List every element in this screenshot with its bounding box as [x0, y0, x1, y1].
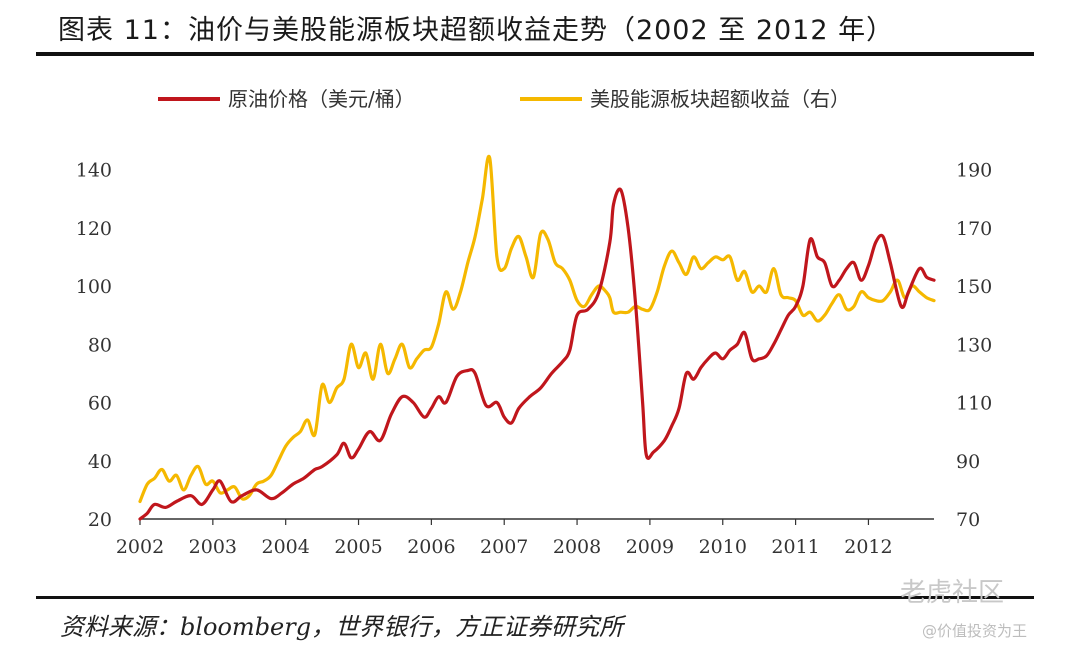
- series-group: [138, 154, 936, 521]
- y-left-tick-label: 40: [88, 451, 112, 473]
- y-right-tick-label: 110: [956, 393, 992, 415]
- watermark-user: @价值投资为王: [922, 622, 1028, 640]
- x-tick-label: 2011: [771, 536, 819, 558]
- x-tick-label: 2010: [699, 536, 747, 558]
- y-right-tick-label: 150: [956, 276, 992, 298]
- x-tick-label: 2002: [116, 536, 164, 558]
- y-left-tick-label: 100: [76, 276, 112, 298]
- source-rule: [36, 596, 1034, 599]
- series-line-oil: [138, 187, 936, 521]
- y-left-tick-label: 80: [88, 334, 112, 356]
- x-tick-label: 2006: [407, 536, 455, 558]
- chart-canvas: 原油价格（美元/桶） 美股能源板块超额收益（右） 2002 2003 2004 200…: [76, 87, 993, 558]
- title-rule: [36, 52, 1034, 56]
- axes: 2002 2003 2004 2005 2006 2007 2008 2009 2010 2011…: [76, 160, 993, 558]
- y-left-tick-label: 140: [76, 160, 112, 182]
- x-tick-label: 2012: [844, 536, 892, 558]
- legend-label-energy: 美股能源板块超额收益（右）: [590, 87, 850, 111]
- legend: 原油价格（美元/桶） 美股能源板块超额收益（右）: [158, 87, 850, 111]
- y-right-tick-label: 90: [956, 451, 980, 473]
- y-left-tick-label: 60: [88, 393, 112, 415]
- x-tick-label: 2007: [480, 536, 528, 558]
- x-tick-label: 2008: [553, 536, 601, 558]
- source-note: 资料来源：bloomberg，世界银行，方正证券研究所: [60, 613, 624, 641]
- y-right-tick-label: 170: [956, 218, 992, 240]
- x-tick-label: 2009: [626, 536, 674, 558]
- y-left-tick-label: 20: [88, 509, 112, 531]
- y-right-tick-label: 130: [956, 334, 992, 356]
- x-tick-label: 2005: [334, 536, 382, 558]
- y-right-tick-label: 190: [956, 160, 992, 182]
- watermark-logo: 老虎社区: [900, 578, 1005, 608]
- x-tick-label: 2004: [262, 536, 310, 558]
- x-tick-label: 2003: [189, 536, 237, 558]
- y-right-tick-label: 70: [956, 509, 980, 531]
- series-line-energy: [138, 154, 936, 504]
- page-title: 图表 11：油价与美股能源板块超额收益走势（2002 至 2012 年）: [58, 15, 895, 46]
- y-left-tick-label: 120: [76, 218, 112, 240]
- legend-label-oil: 原油价格（美元/桶）: [228, 87, 415, 111]
